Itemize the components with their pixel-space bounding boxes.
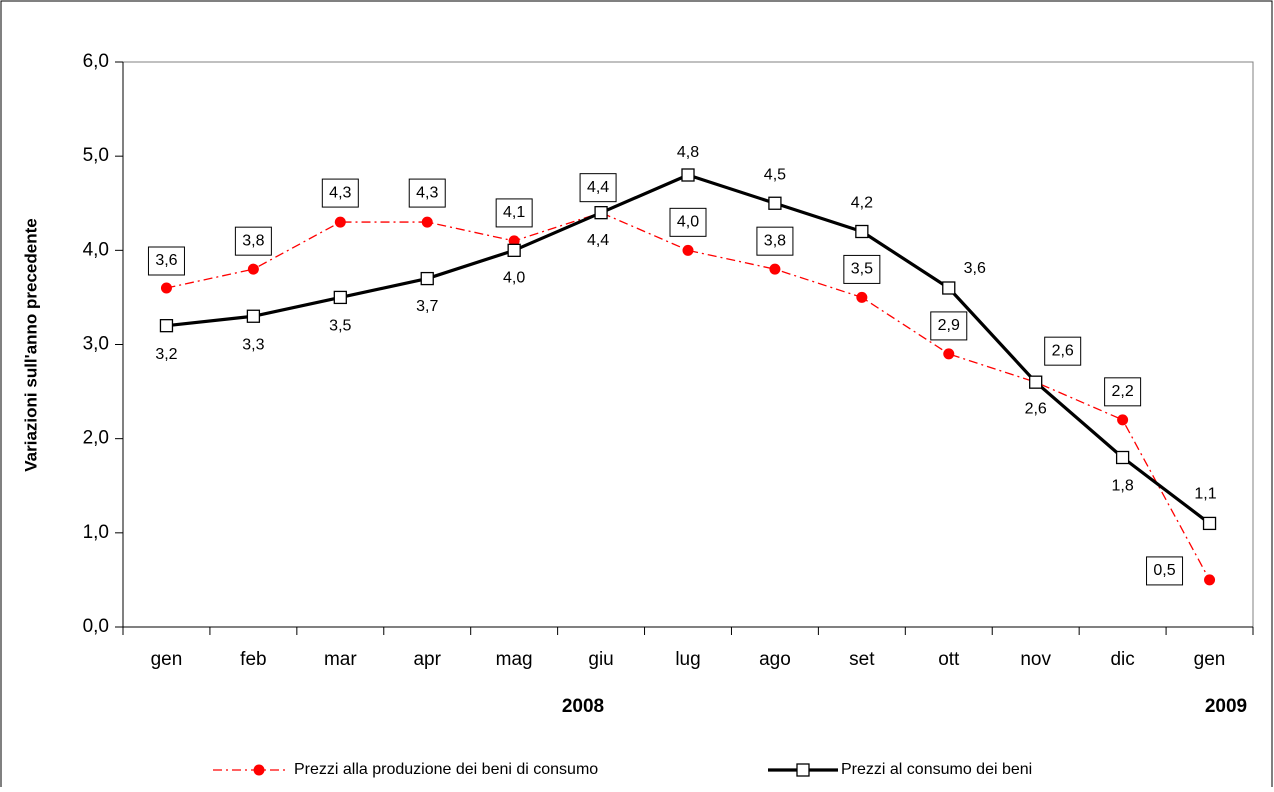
data-label: 4,2 xyxy=(851,195,873,212)
marker xyxy=(160,282,172,294)
marker xyxy=(246,309,261,323)
data-label: 1,8 xyxy=(1111,478,1133,495)
marker xyxy=(507,243,521,257)
marker xyxy=(682,244,694,256)
data-label: 4,4 xyxy=(587,232,609,249)
data-label: 3,2 xyxy=(155,346,177,363)
data-label-box xyxy=(930,311,968,341)
data-label-box xyxy=(234,226,272,256)
data-label-box xyxy=(1104,377,1142,407)
x-tick-label: nov xyxy=(1020,649,1051,670)
marker xyxy=(247,263,259,275)
x-tick-label: dic xyxy=(1110,649,1134,670)
data-label: 3,3 xyxy=(242,336,264,353)
marker xyxy=(508,235,520,247)
marker xyxy=(1202,516,1217,531)
legend-label: Prezzi al consumo dei beni xyxy=(841,761,1032,778)
data-label: 4,4 xyxy=(587,179,609,196)
marker xyxy=(681,168,695,182)
marker xyxy=(942,281,956,295)
year-label: 2008 xyxy=(562,696,604,717)
y-tick-label: 5,0 xyxy=(83,145,109,166)
x-tick-label: feb xyxy=(240,649,266,670)
x-tick-label: giu xyxy=(588,649,613,670)
marker xyxy=(769,263,781,275)
marker xyxy=(594,206,608,220)
legend-marker xyxy=(796,763,810,777)
y-tick-label: 6,0 xyxy=(83,51,109,72)
y-tick-label: 1,0 xyxy=(83,522,109,543)
marker xyxy=(1115,450,1130,465)
data-label: 4,5 xyxy=(764,166,786,183)
data-label: 3,8 xyxy=(242,232,264,249)
x-tick-label: gen xyxy=(1194,649,1226,670)
data-label: 3,5 xyxy=(851,261,873,278)
x-tick-label: apr xyxy=(413,649,441,670)
data-label-box xyxy=(756,226,794,256)
marker xyxy=(855,224,869,239)
data-label-box xyxy=(1146,556,1184,586)
data-label-box xyxy=(147,246,185,276)
data-label: 4,3 xyxy=(329,184,351,201)
y-tick-label: 4,0 xyxy=(83,239,109,260)
data-label: 2,6 xyxy=(1052,342,1074,359)
data-label: 3,7 xyxy=(416,298,438,315)
marker xyxy=(856,291,868,303)
marker xyxy=(159,319,174,333)
y-tick-label: 0,0 xyxy=(83,616,109,637)
data-label: 3,6 xyxy=(155,252,177,269)
data-label: 0,5 xyxy=(1153,562,1175,579)
data-label-box xyxy=(843,254,881,284)
x-tick-label: lug xyxy=(675,649,700,670)
x-tick-label: gen xyxy=(151,649,183,670)
data-label: 4,3 xyxy=(416,184,438,201)
marker xyxy=(1117,414,1129,426)
data-label: 4,0 xyxy=(503,270,525,287)
x-tick-label: ago xyxy=(759,649,791,670)
data-label: 4,0 xyxy=(677,214,699,231)
data-label: 1,1 xyxy=(1194,486,1216,503)
data-label: 4,1 xyxy=(503,204,525,221)
data-label-box xyxy=(669,207,707,237)
legend-marker xyxy=(253,764,265,776)
data-label: 2,2 xyxy=(1111,383,1133,400)
year-label: 2009 xyxy=(1205,696,1247,717)
marker xyxy=(1029,375,1043,389)
data-label-box xyxy=(321,178,359,208)
y-tick-label: 3,0 xyxy=(83,334,109,355)
marker xyxy=(943,348,955,360)
x-tick-label: mag xyxy=(496,649,533,670)
marker xyxy=(1204,574,1216,586)
data-label: 3,5 xyxy=(329,318,351,335)
marker xyxy=(768,196,782,210)
data-label: 4,8 xyxy=(677,144,699,161)
data-label: 3,6 xyxy=(964,260,986,277)
data-label: 2,6 xyxy=(1025,400,1047,417)
data-label: 3,8 xyxy=(764,232,786,249)
marker xyxy=(333,290,347,305)
data-label: 2,9 xyxy=(938,317,960,334)
y-tick-label: 2,0 xyxy=(83,428,109,449)
data-label-box xyxy=(408,178,446,208)
marker xyxy=(421,216,433,228)
data-label-box xyxy=(579,173,617,203)
x-tick-label: ott xyxy=(938,649,960,670)
x-tick-label: mar xyxy=(324,649,357,670)
data-label-box xyxy=(495,198,533,228)
marker xyxy=(334,216,346,228)
data-label-box xyxy=(1044,336,1082,366)
x-tick-label: set xyxy=(849,649,875,670)
legend-label: Prezzi alla produzione dei beni di consu… xyxy=(294,761,598,778)
y-axis-label: Variazioni sull'anno precedente xyxy=(21,218,40,471)
marker xyxy=(420,271,434,286)
